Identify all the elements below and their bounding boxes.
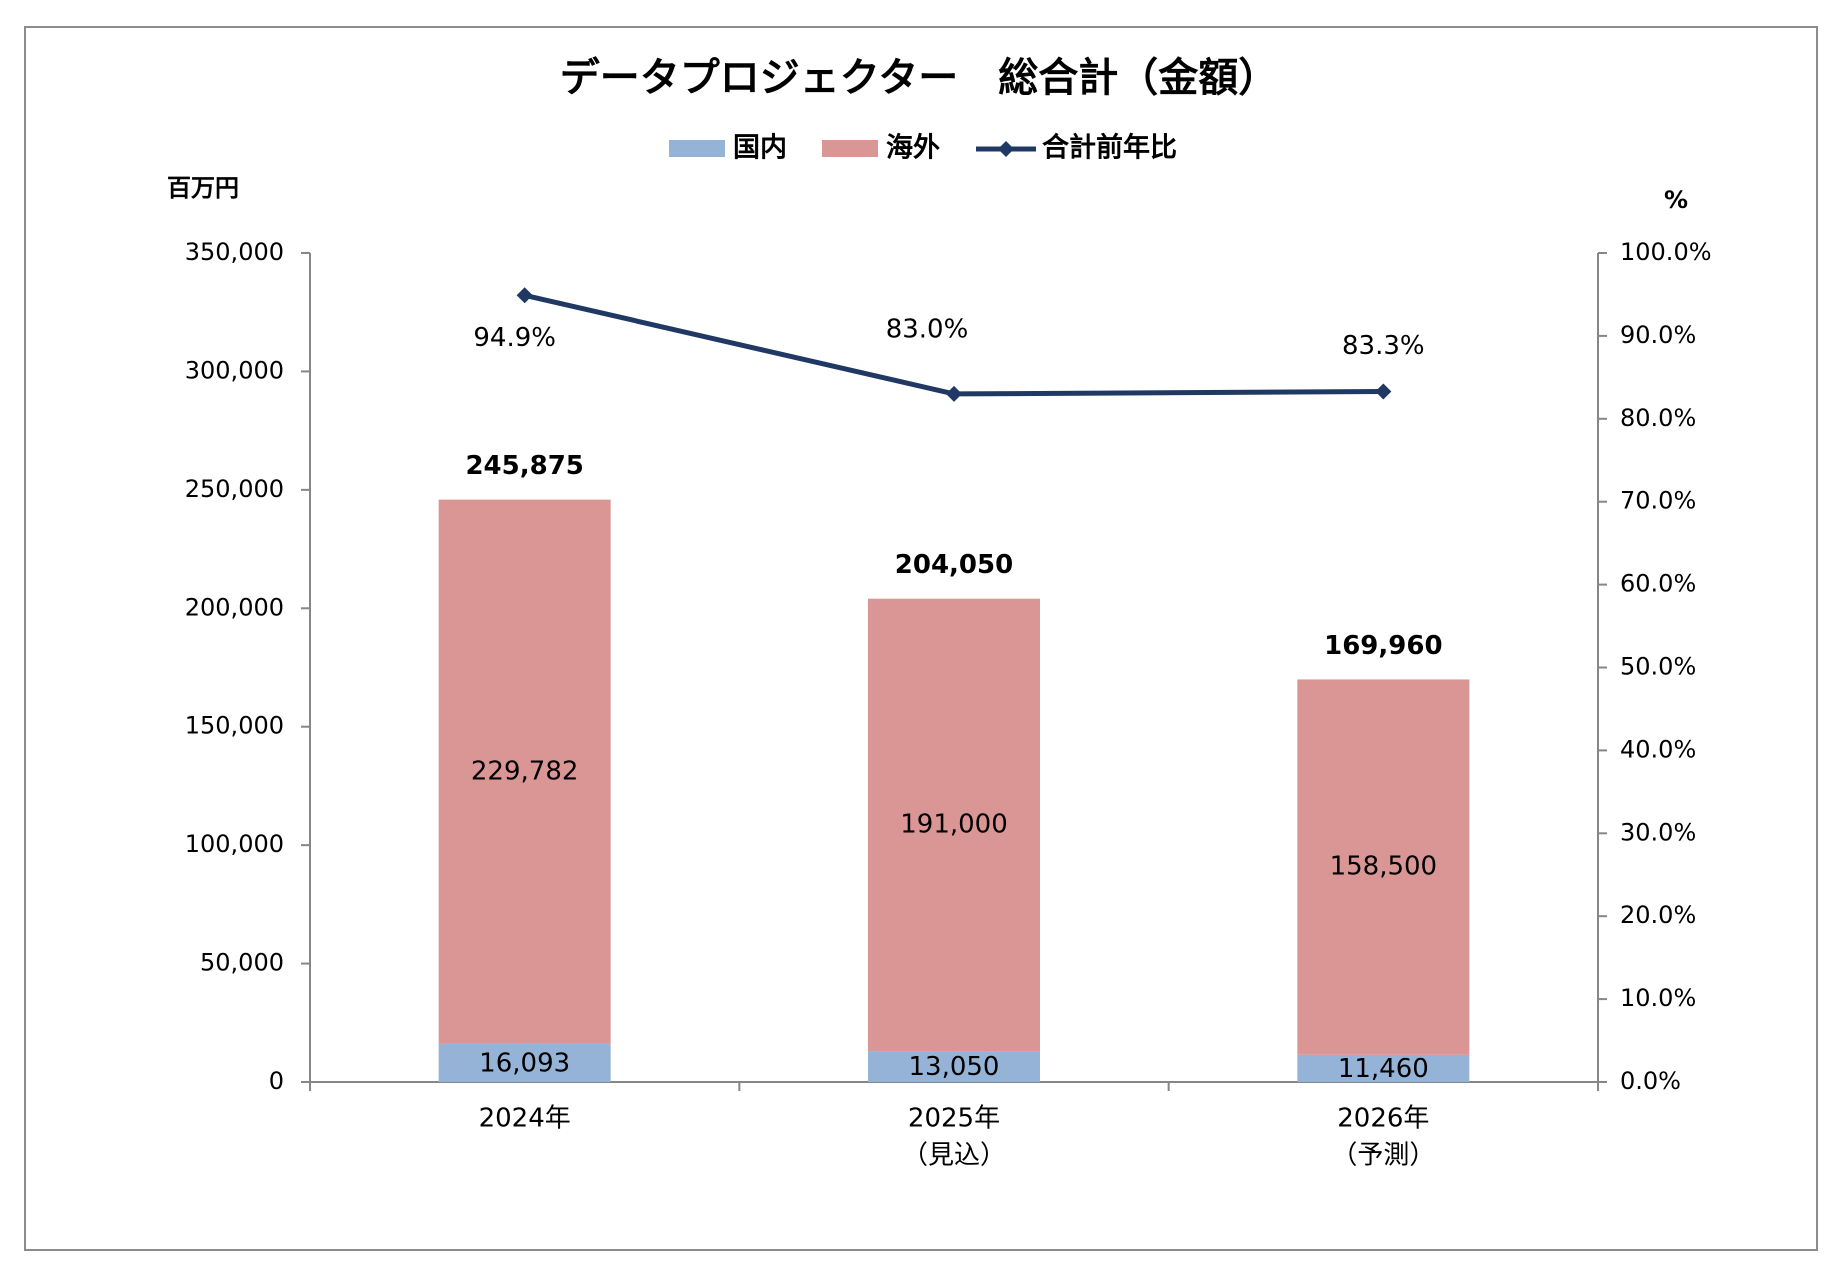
x-axis-category-label: 2026年 — [1337, 1104, 1429, 1134]
legend-label-domestic: 国内 — [733, 133, 787, 164]
yoy-point-marker[interactable] — [516, 287, 533, 304]
data-label-yoy: 83.3% — [1342, 331, 1425, 361]
chart-title: データプロジェクター 総合計（金額） — [560, 55, 1278, 101]
legend-swatch-domestic — [669, 140, 725, 157]
y2-axis-tick-label: 20.0% — [1620, 901, 1696, 929]
x-axis-category-label: 2025年 — [908, 1104, 1000, 1134]
data-label-total: 169,960 — [1324, 631, 1442, 661]
x-axis-category-label: 2024年 — [479, 1104, 571, 1134]
legend-marker-yoy — [998, 141, 1014, 157]
legend-label-yoy: 合計前年比 — [1042, 132, 1177, 164]
y2-axis-tick-label: 40.0% — [1620, 735, 1696, 763]
yoy-series-line — [524, 292, 1384, 397]
data-label-overseas: 191,000 — [900, 809, 1008, 839]
y-axis-tick-label: 50,000 — [200, 949, 284, 977]
chart-frame — [24, 26, 1818, 1251]
y-axis-unit: 百万円 — [167, 174, 239, 202]
y-axis-tick-label: 200,000 — [185, 593, 284, 621]
yoy-point-marker[interactable] — [946, 385, 962, 402]
y-axis-tick-label: 0 — [269, 1067, 284, 1095]
bar-domestic[interactable] — [438, 1043, 611, 1082]
y2-axis-tick-label: 90.0% — [1620, 321, 1696, 349]
y2-axis-tick-label: 30.0% — [1620, 818, 1696, 846]
y2-axis-unit: % — [1664, 186, 1688, 214]
y2-axis-tick-label: 50.0% — [1620, 653, 1696, 681]
y2-axis-tick-label: 60.0% — [1620, 570, 1696, 598]
y-axis-tick-label: 250,000 — [185, 475, 284, 503]
legend-label-overseas: 海外 — [886, 133, 940, 164]
y2-axis-tick-label: 10.0% — [1620, 984, 1696, 1012]
y-axis-tick-label: 350,000 — [185, 238, 284, 266]
bar-overseas[interactable] — [1297, 679, 1470, 1055]
y2-axis-tick-label: 80.0% — [1620, 404, 1696, 432]
data-label-total: 204,050 — [895, 550, 1013, 580]
y2-axis-tick-label: 100.0% — [1620, 238, 1712, 266]
bar-overseas[interactable] — [438, 499, 611, 1044]
data-label-overseas: 229,782 — [471, 756, 579, 786]
data-label-domestic: 16,093 — [479, 1048, 570, 1078]
bar-domestic[interactable] — [868, 1051, 1040, 1082]
y-axis-tick-label: 300,000 — [185, 356, 284, 384]
x-axis-category-label: （予測） — [1331, 1141, 1435, 1171]
y-axis-tick-label: 100,000 — [185, 830, 284, 858]
data-label-yoy: 94.9% — [473, 323, 556, 353]
y-axis-tick-label: 150,000 — [185, 712, 284, 740]
data-label-domestic: 11,460 — [1338, 1054, 1429, 1084]
data-label-total: 245,875 — [465, 451, 583, 481]
data-label-domestic: 13,050 — [909, 1052, 1000, 1082]
legend-swatch-overseas — [822, 140, 878, 157]
yoy-point-marker[interactable] — [1375, 383, 1392, 400]
y2-axis-tick-label: 0.0% — [1620, 1067, 1681, 1095]
bar-overseas[interactable] — [868, 598, 1040, 1052]
x-axis-category-label: （見込） — [902, 1141, 1006, 1171]
data-label-overseas: 158,500 — [1330, 852, 1438, 882]
data-label-yoy: 83.0% — [886, 314, 969, 344]
y2-axis-tick-label: 70.0% — [1620, 487, 1696, 515]
bar-domestic[interactable] — [1297, 1054, 1470, 1082]
